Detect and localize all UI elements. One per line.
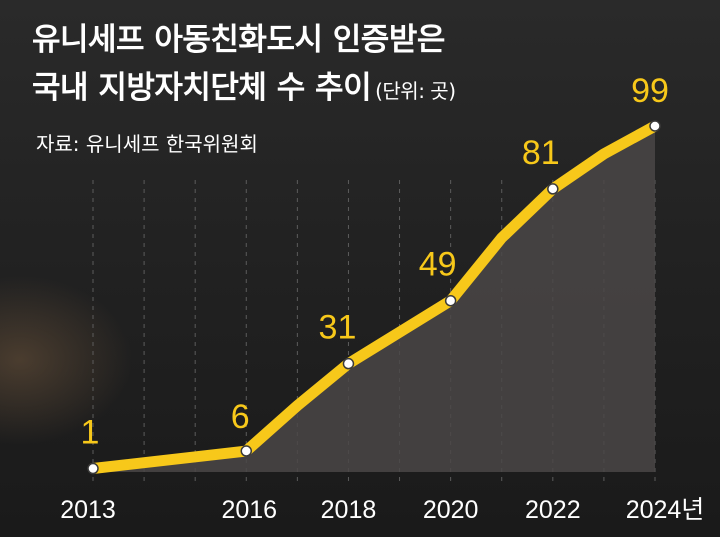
- data-label: 1: [81, 414, 100, 452]
- data-point: [342, 357, 355, 370]
- title-line-2-text: 국내 지방자치단체 수 추이: [32, 70, 372, 106]
- data-label: 49: [419, 246, 457, 284]
- data-point: [240, 445, 253, 457]
- series-line: [87, 120, 661, 475]
- title-line-1: 유니세프 아동친화도시 인증받은: [32, 22, 445, 58]
- x-tick-label: 2020: [423, 496, 479, 524]
- data-point: [547, 183, 559, 195]
- data-label: 99: [631, 72, 669, 110]
- title-line-2: 국내 지방자치단체 수 추이 (단위: 곳): [32, 68, 456, 111]
- data-label: 6: [231, 398, 250, 436]
- x-tick-label: 2013: [60, 496, 116, 524]
- source-label: 자료: 유니세프 한국위원회: [36, 132, 258, 156]
- data-label: 31: [319, 309, 357, 347]
- data-point: [87, 462, 99, 475]
- data-point: [649, 120, 661, 132]
- area-fill: [93, 125, 655, 473]
- x-tick-label: 2018: [321, 496, 377, 524]
- data-point: [444, 294, 457, 307]
- unit-label: (단위: 곳): [375, 79, 456, 103]
- x-tick-label: 2022: [525, 496, 581, 524]
- x-tick-label: 2024년: [626, 496, 705, 524]
- x-tick-label: 2016: [221, 496, 277, 524]
- data-label: 81: [522, 134, 560, 172]
